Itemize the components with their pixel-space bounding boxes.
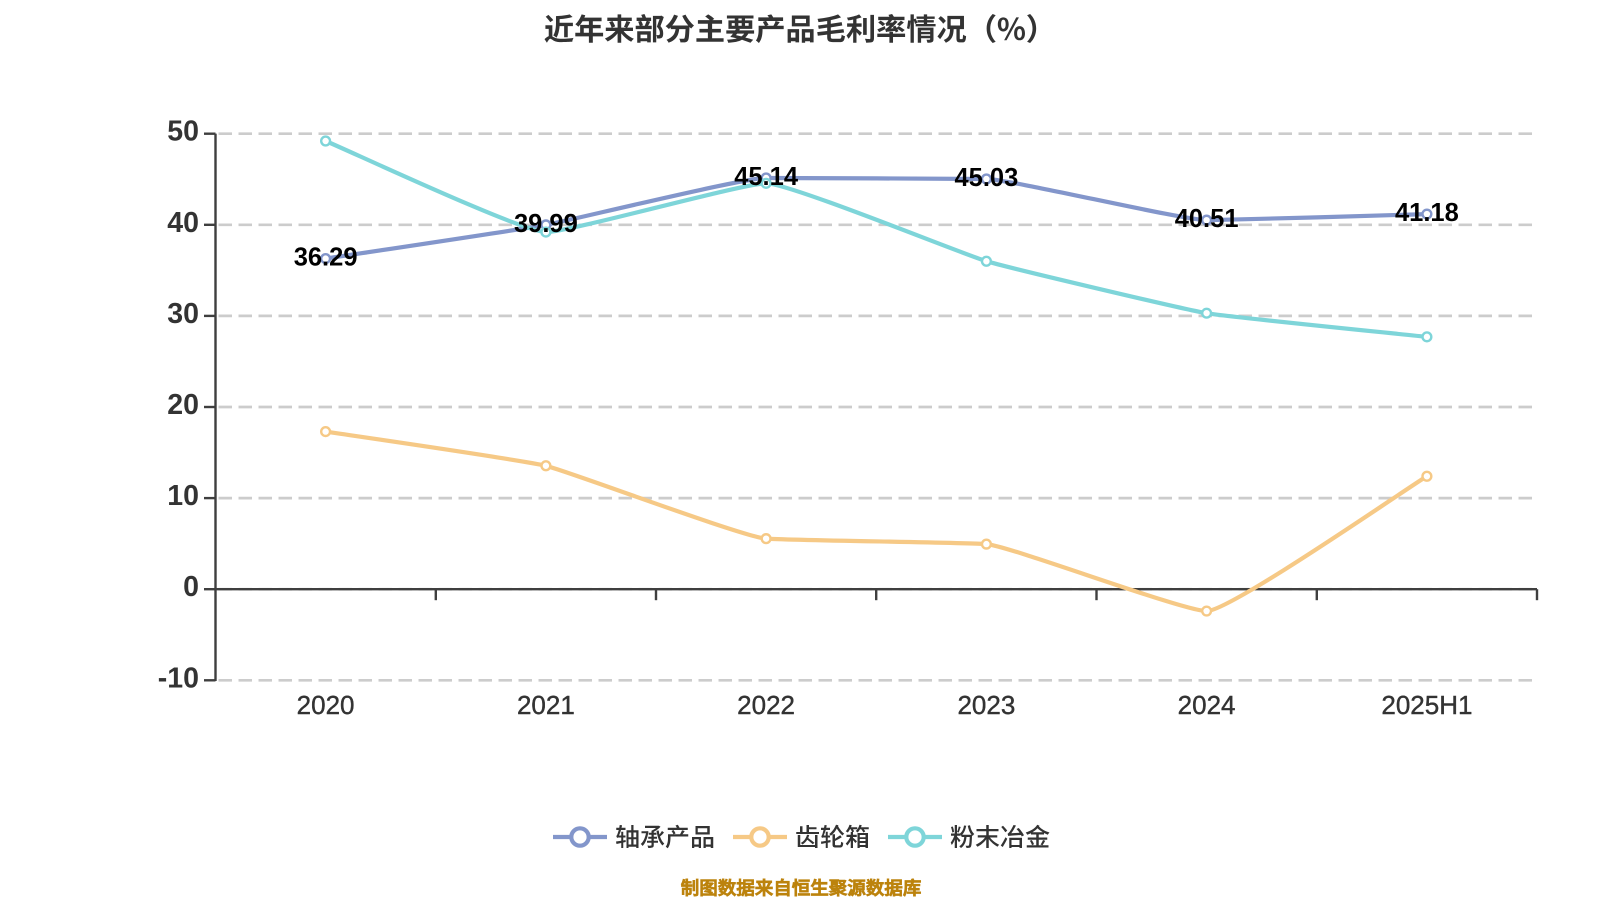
svg-text:41.18: 41.18 bbox=[1395, 199, 1459, 227]
svg-text:2025H1: 2025H1 bbox=[1381, 690, 1472, 720]
svg-text:2022: 2022 bbox=[737, 690, 795, 720]
svg-text:39.99: 39.99 bbox=[514, 210, 578, 238]
svg-text:40: 40 bbox=[167, 207, 199, 239]
svg-text:45.14: 45.14 bbox=[734, 163, 799, 191]
svg-text:10: 10 bbox=[167, 480, 199, 512]
svg-text:2024: 2024 bbox=[1178, 690, 1236, 720]
svg-text:45.03: 45.03 bbox=[954, 164, 1018, 192]
svg-text:2023: 2023 bbox=[957, 690, 1015, 720]
svg-text:2020: 2020 bbox=[297, 690, 355, 720]
svg-text:36.29: 36.29 bbox=[294, 244, 358, 272]
svg-text:40.51: 40.51 bbox=[1175, 205, 1239, 233]
svg-text:0: 0 bbox=[183, 571, 199, 603]
svg-text:20: 20 bbox=[167, 389, 199, 421]
svg-text:2021: 2021 bbox=[517, 690, 575, 720]
svg-text:30: 30 bbox=[167, 298, 199, 330]
svg-text:50: 50 bbox=[167, 116, 199, 148]
svg-text:-10: -10 bbox=[158, 662, 199, 694]
